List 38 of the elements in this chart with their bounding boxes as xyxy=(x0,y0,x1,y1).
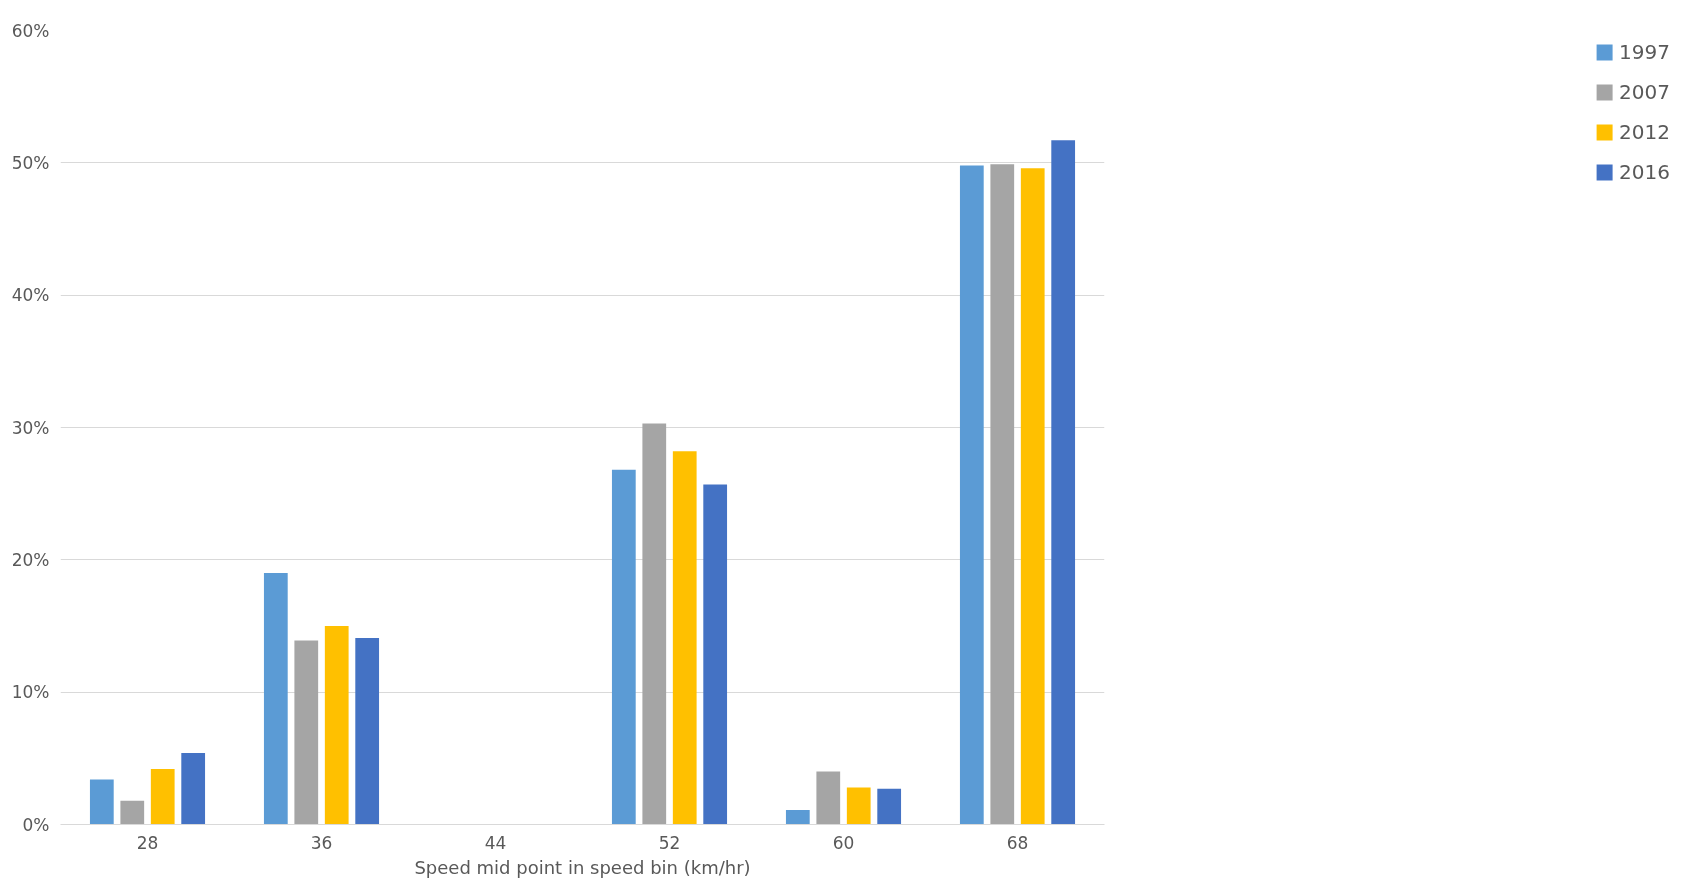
bar xyxy=(846,787,871,825)
bar xyxy=(150,768,175,825)
x-tick-label: 36 xyxy=(310,832,333,853)
legend-label: 1997 xyxy=(1619,40,1670,64)
bar xyxy=(1020,168,1045,825)
bar xyxy=(89,779,114,825)
bar xyxy=(816,771,841,825)
bar xyxy=(672,451,697,825)
bar xyxy=(611,469,636,825)
x-axis-title: Speed mid point in speed bin (km/hr) xyxy=(414,856,751,878)
bar xyxy=(959,165,984,825)
y-tick-label: 30% xyxy=(11,417,50,438)
bar xyxy=(120,800,145,825)
bar xyxy=(181,753,206,825)
legend-label: 2016 xyxy=(1619,160,1670,184)
y-tick-label: 0% xyxy=(22,814,50,835)
bar xyxy=(263,573,288,825)
bar xyxy=(642,423,667,825)
bar xyxy=(785,809,810,825)
bar xyxy=(703,484,728,825)
x-tick-label: 52 xyxy=(658,832,681,853)
x-tick-label: 60 xyxy=(832,832,855,853)
bar xyxy=(355,637,380,825)
y-tick-label: 60% xyxy=(11,20,50,41)
bar xyxy=(877,788,902,825)
legend-label: 2007 xyxy=(1619,80,1670,104)
bar xyxy=(990,164,1015,825)
bar xyxy=(324,626,349,825)
bar xyxy=(1051,140,1076,825)
x-tick-label: 68 xyxy=(1006,832,1029,853)
x-tick-label: 28 xyxy=(136,832,159,853)
y-tick-label: 40% xyxy=(11,285,50,306)
x-tick-label: 44 xyxy=(484,832,507,853)
y-tick-label: 20% xyxy=(11,549,50,570)
bar xyxy=(294,640,319,825)
legend-label: 2012 xyxy=(1619,120,1670,144)
y-tick-label: 10% xyxy=(11,682,50,703)
y-tick-label: 50% xyxy=(11,152,50,173)
